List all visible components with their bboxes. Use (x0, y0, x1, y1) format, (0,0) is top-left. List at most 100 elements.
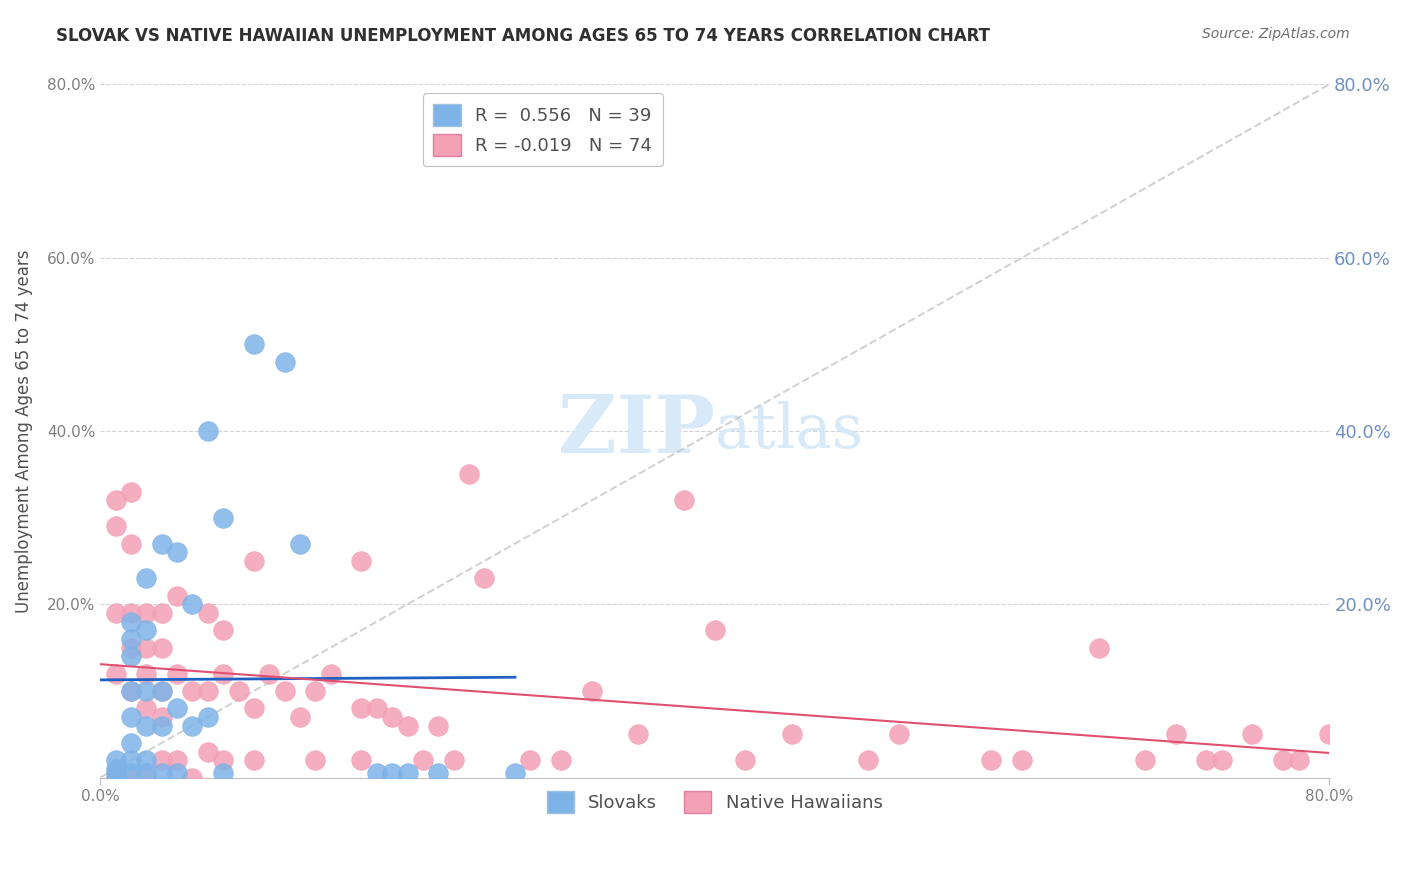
Point (197, 684, 219, 698)
Point (412, 753, 434, 767)
Point (366, 766, 388, 780)
Point (135, 684, 157, 698)
Point (104, 666, 127, 681)
Point (257, 666, 280, 681)
Text: Source: ZipAtlas.com: Source: ZipAtlas.com (1202, 27, 1350, 41)
Point (150, 536, 173, 550)
Point (366, 701, 388, 715)
Point (212, 510, 235, 524)
Point (581, 684, 603, 698)
Point (120, 736, 142, 750)
Point (1011, 753, 1033, 767)
Point (273, 354, 295, 368)
Point (1133, 753, 1156, 767)
Point (197, 424, 219, 438)
Point (243, 337, 266, 351)
Point (120, 484, 142, 499)
Point (858, 753, 880, 767)
Point (135, 666, 157, 681)
Point (288, 536, 311, 550)
Point (212, 753, 235, 767)
Point (197, 606, 219, 620)
Point (381, 710, 404, 724)
Point (887, 727, 910, 741)
Point (243, 554, 266, 568)
Point (381, 766, 404, 780)
Point (120, 536, 142, 550)
Point (350, 753, 373, 767)
Point (458, 467, 481, 482)
Point (197, 745, 219, 759)
Point (627, 727, 650, 741)
Point (150, 718, 173, 732)
Point (243, 701, 266, 715)
Point (135, 571, 157, 585)
Point (1272, 753, 1295, 767)
Point (427, 766, 450, 780)
Point (166, 545, 188, 559)
Point (181, 597, 204, 611)
Point (197, 710, 219, 724)
Point (703, 624, 725, 638)
Point (350, 554, 373, 568)
Point (166, 589, 188, 603)
Point (228, 684, 250, 698)
Point (503, 766, 526, 780)
Point (120, 684, 142, 698)
Point (212, 666, 235, 681)
Y-axis label: Unemployment Among Ages 65 to 74 years: Unemployment Among Ages 65 to 74 years (15, 249, 32, 613)
Point (980, 753, 1002, 767)
Point (181, 684, 204, 698)
Point (120, 766, 142, 780)
Point (104, 606, 127, 620)
Point (519, 753, 541, 767)
Point (120, 684, 142, 698)
Point (104, 771, 127, 785)
Point (120, 710, 142, 724)
Text: SLOVAK VS NATIVE HAWAIIAN UNEMPLOYMENT AMONG AGES 65 TO 74 YEARS CORRELATION CHA: SLOVAK VS NATIVE HAWAIIAN UNEMPLOYMENT A… (56, 27, 990, 45)
Point (304, 753, 326, 767)
Point (673, 493, 696, 508)
Point (212, 766, 235, 780)
Point (166, 753, 188, 767)
Point (135, 718, 157, 732)
Point (288, 710, 311, 724)
Point (243, 753, 266, 767)
Point (780, 727, 803, 741)
Point (104, 753, 127, 767)
Point (150, 710, 173, 724)
Point (304, 684, 326, 698)
Point (734, 753, 756, 767)
Point (120, 753, 142, 767)
Point (120, 771, 142, 785)
Point (135, 753, 157, 767)
Point (120, 649, 142, 664)
Point (1088, 640, 1111, 655)
Point (135, 624, 157, 638)
Point (135, 701, 157, 715)
Point (1195, 753, 1218, 767)
Point (135, 766, 157, 780)
Point (550, 753, 572, 767)
Text: ZIP: ZIP (558, 392, 714, 470)
Point (150, 640, 173, 655)
Point (273, 684, 295, 698)
Point (150, 684, 173, 698)
Point (120, 615, 142, 629)
Point (135, 606, 157, 620)
Point (166, 701, 188, 715)
Point (350, 701, 373, 715)
Point (1317, 727, 1340, 741)
Point (181, 718, 204, 732)
Point (150, 606, 173, 620)
Point (166, 666, 188, 681)
Point (150, 766, 173, 780)
Point (150, 684, 173, 698)
Point (396, 718, 419, 732)
Text: atlas: atlas (714, 401, 863, 461)
Point (104, 762, 127, 776)
Point (104, 493, 127, 508)
Point (150, 753, 173, 767)
Point (1211, 753, 1233, 767)
Point (443, 753, 465, 767)
